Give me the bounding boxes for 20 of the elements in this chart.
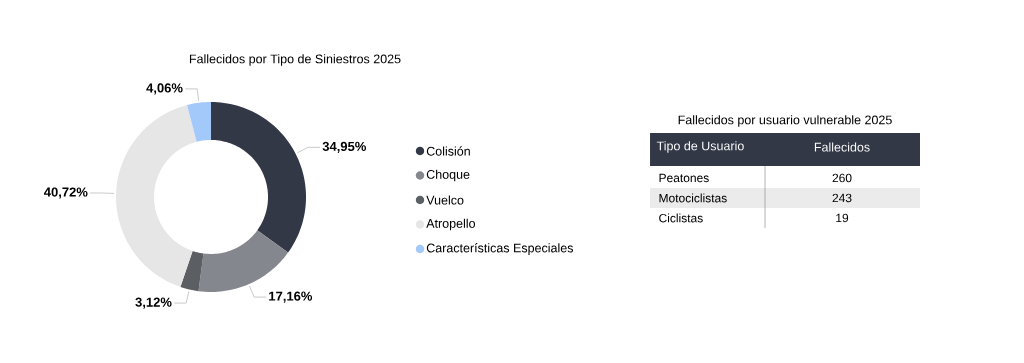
chart-title: Fallecidos por Tipo de Siniestros 2025 (189, 54, 401, 66)
legend-label: Atropello (426, 218, 476, 231)
data-label: 19 (836, 213, 849, 223)
text: Tipo de Usuario (656, 141, 744, 153)
data-label: 4,06% (146, 83, 183, 95)
category-label: Peatones (659, 173, 709, 183)
category-label: Motociclistas (659, 193, 727, 203)
legend-label: Vuelco (426, 195, 464, 205)
text: Fallecidos (814, 142, 870, 152)
data-label: 34,95% (322, 141, 366, 153)
data-label: 243 (832, 193, 852, 203)
legend-label: Características Especiales (426, 243, 574, 255)
category-label: Ciclistas (659, 213, 703, 223)
legend-label: Colisión (426, 146, 470, 156)
data-label: 3,12% (135, 297, 172, 309)
data-label: 260 (832, 173, 852, 183)
text: Fallecidos por usuario vulnerable 2025 (678, 115, 892, 127)
data-label: 17,16% (269, 291, 313, 303)
legend-label: Choque (426, 169, 470, 182)
data-label: 40,72% (44, 187, 88, 199)
